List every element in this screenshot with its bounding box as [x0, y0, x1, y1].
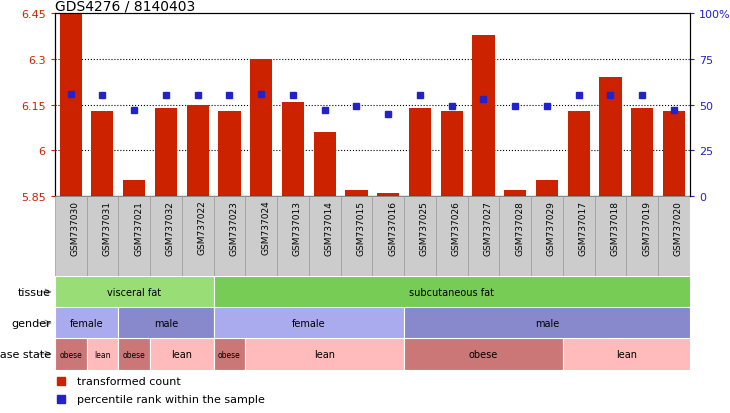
Text: gender: gender	[12, 318, 51, 328]
Text: GSM737018: GSM737018	[610, 200, 620, 255]
Bar	[123, 181, 145, 196]
Bar	[404, 308, 690, 339]
Bar	[213, 339, 245, 370]
Bar	[599, 78, 621, 196]
Text: GSM737022: GSM737022	[198, 200, 207, 255]
Bar	[118, 196, 150, 277]
Bar	[499, 196, 531, 277]
Bar	[60, 14, 82, 196]
Bar	[187, 105, 209, 196]
Bar	[118, 308, 213, 339]
Bar	[404, 339, 563, 370]
Bar	[309, 196, 340, 277]
Text: GDS4276 / 8140403: GDS4276 / 8140403	[55, 0, 195, 13]
Text: lean: lean	[172, 349, 192, 359]
Text: GSM737029: GSM737029	[547, 200, 556, 255]
Bar	[563, 339, 690, 370]
Bar	[404, 196, 436, 277]
Bar	[658, 196, 690, 277]
Text: female: female	[69, 318, 104, 328]
Bar	[436, 196, 467, 277]
Bar	[86, 339, 118, 370]
Bar	[55, 339, 86, 370]
Bar	[345, 190, 367, 196]
Text: GSM737030: GSM737030	[71, 200, 80, 255]
Bar	[441, 112, 463, 196]
Bar	[536, 181, 558, 196]
Text: lean: lean	[616, 349, 637, 359]
Bar	[340, 196, 372, 277]
Text: GSM737016: GSM737016	[388, 200, 397, 255]
Text: transformed count: transformed count	[77, 376, 181, 386]
Text: lean: lean	[314, 349, 335, 359]
Bar	[467, 196, 499, 277]
Text: GSM737014: GSM737014	[325, 200, 334, 255]
Text: subcutaneous fat: subcutaneous fat	[410, 287, 494, 297]
Bar	[150, 196, 182, 277]
Text: GSM737019: GSM737019	[642, 200, 651, 255]
Text: GSM737028: GSM737028	[515, 200, 524, 255]
Text: GSM737023: GSM737023	[229, 200, 239, 255]
Bar	[531, 196, 563, 277]
Bar	[245, 196, 277, 277]
Text: percentile rank within the sample: percentile rank within the sample	[77, 394, 265, 404]
Bar	[155, 108, 177, 196]
Bar	[563, 196, 594, 277]
Bar	[55, 277, 213, 308]
Bar	[91, 112, 113, 196]
Bar	[631, 108, 653, 196]
Text: male: male	[535, 318, 559, 328]
Text: GSM737032: GSM737032	[166, 200, 175, 255]
Bar	[213, 308, 404, 339]
Bar	[372, 196, 404, 277]
Bar	[594, 196, 626, 277]
Bar	[118, 339, 150, 370]
Text: GSM737013: GSM737013	[293, 200, 302, 255]
Text: GSM737027: GSM737027	[483, 200, 493, 255]
Text: GSM737025: GSM737025	[420, 200, 429, 255]
Bar	[277, 196, 309, 277]
Text: visceral fat: visceral fat	[107, 287, 161, 297]
Text: male: male	[154, 318, 178, 328]
Bar	[250, 60, 272, 196]
Bar	[409, 108, 431, 196]
Bar	[568, 112, 590, 196]
Bar	[472, 36, 494, 196]
Bar	[213, 277, 690, 308]
Text: lean: lean	[94, 350, 111, 358]
Bar	[245, 339, 404, 370]
Text: GSM737015: GSM737015	[356, 200, 366, 255]
Bar	[55, 196, 86, 277]
Bar	[86, 196, 118, 277]
Text: obese: obese	[123, 350, 145, 358]
Text: female: female	[292, 318, 326, 328]
Bar	[182, 196, 213, 277]
Text: GSM737031: GSM737031	[102, 200, 112, 255]
Text: disease state: disease state	[0, 349, 51, 359]
Bar	[218, 112, 240, 196]
Text: GSM737017: GSM737017	[579, 200, 588, 255]
Bar	[626, 196, 658, 277]
Bar	[663, 112, 685, 196]
Text: tissue: tissue	[18, 287, 51, 297]
Text: GSM737021: GSM737021	[134, 200, 143, 255]
Text: GSM737020: GSM737020	[674, 200, 683, 255]
Text: obese: obese	[218, 350, 241, 358]
Bar	[377, 193, 399, 196]
Text: GSM737024: GSM737024	[261, 200, 270, 255]
Bar	[282, 102, 304, 196]
Text: obese: obese	[59, 350, 82, 358]
Bar	[213, 196, 245, 277]
Bar	[504, 190, 526, 196]
Bar	[55, 308, 118, 339]
Text: obese: obese	[469, 349, 498, 359]
Bar	[150, 339, 213, 370]
Bar	[314, 133, 336, 196]
Text: GSM737026: GSM737026	[452, 200, 461, 255]
